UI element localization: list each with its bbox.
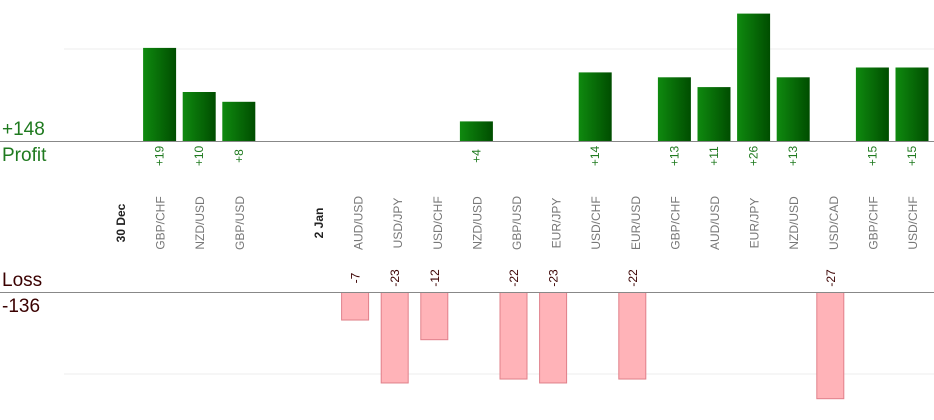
loss-bar: [420, 292, 449, 341]
loss-bar: [816, 292, 845, 400]
profit-value-label: +26: [747, 145, 761, 166]
axes: [0, 141, 934, 293]
grid-lines: [64, 48, 934, 375]
profit-value-label: +19: [153, 145, 167, 166]
category-label: AUD/USD: [352, 196, 366, 250]
category-label: GBP/USD: [233, 196, 247, 250]
profit-bar: [697, 87, 731, 141]
profit-value-label: +14: [588, 145, 602, 166]
labels: 30 Dec GBP/CHF +19 NZD/USD +10 GBP/USD +8 2 Jan…: [114, 145, 920, 286]
profit-bar: [222, 101, 256, 141]
profit-bar: [776, 77, 810, 141]
loss-total: -136: [2, 296, 41, 317]
category-label: NZD/USD: [787, 196, 801, 250]
profit-bar: [459, 121, 493, 141]
category-label: GBP/CHF: [866, 196, 880, 249]
category-label: USD/CHF: [906, 196, 920, 249]
category-label: NZD/USD: [470, 196, 484, 250]
loss-label: Loss: [2, 270, 43, 291]
profit-value-label: +15: [865, 145, 879, 166]
profit-bar: [737, 13, 771, 142]
date-label: 30 Dec: [114, 203, 128, 242]
profit-bar: [143, 47, 177, 141]
profit-value-label: +4: [469, 149, 483, 163]
category-label: USD/CHF: [589, 196, 603, 249]
loss-value-label: -23: [547, 269, 561, 287]
category-label: EUR/JPY: [550, 198, 564, 249]
profit-label: Profit: [2, 145, 47, 166]
bars: [143, 13, 929, 400]
profit-value-label: +8: [232, 149, 246, 163]
category-label: AUD/USD: [708, 196, 722, 250]
category-label: GBP/USD: [510, 196, 524, 250]
profit-total: +148: [2, 119, 45, 140]
category-label: GBP/CHF: [668, 196, 682, 249]
date-label: 2 Jan: [312, 208, 326, 239]
loss-value-label: -22: [507, 269, 521, 287]
profit-value-label: +10: [192, 145, 206, 166]
profit-bar: [855, 67, 889, 141]
profit-value-label: +13: [667, 145, 681, 166]
profit-bar: [182, 92, 216, 141]
profit-value-label: +11: [707, 146, 721, 166]
loss-value-label: -23: [388, 269, 402, 287]
profit-bar: [895, 67, 929, 141]
loss-bar: [539, 292, 568, 384]
loss-bar: [380, 292, 409, 384]
category-label: EUR/USD: [629, 196, 643, 250]
category-label: EUR/JPY: [748, 198, 762, 249]
category-label: USD/CHF: [431, 196, 445, 249]
profit-bar: [578, 72, 612, 141]
category-label: NZD/USD: [193, 196, 207, 250]
loss-bar: [341, 292, 370, 321]
category-label: USD/CAD: [827, 196, 841, 250]
loss-value-label: -22: [626, 269, 640, 287]
loss-bar: [618, 292, 647, 380]
category-label: USD/JPY: [391, 198, 405, 249]
loss-value-label: -7: [349, 272, 363, 283]
loss-value-label: -12: [428, 269, 442, 287]
profit-value-label: +15: [905, 145, 919, 166]
category-label: GBP/CHF: [154, 196, 168, 249]
loss-bar: [499, 292, 528, 380]
loss-value-label: -27: [824, 269, 838, 287]
profit-value-label: +13: [786, 145, 800, 166]
profit-bar: [657, 77, 691, 141]
